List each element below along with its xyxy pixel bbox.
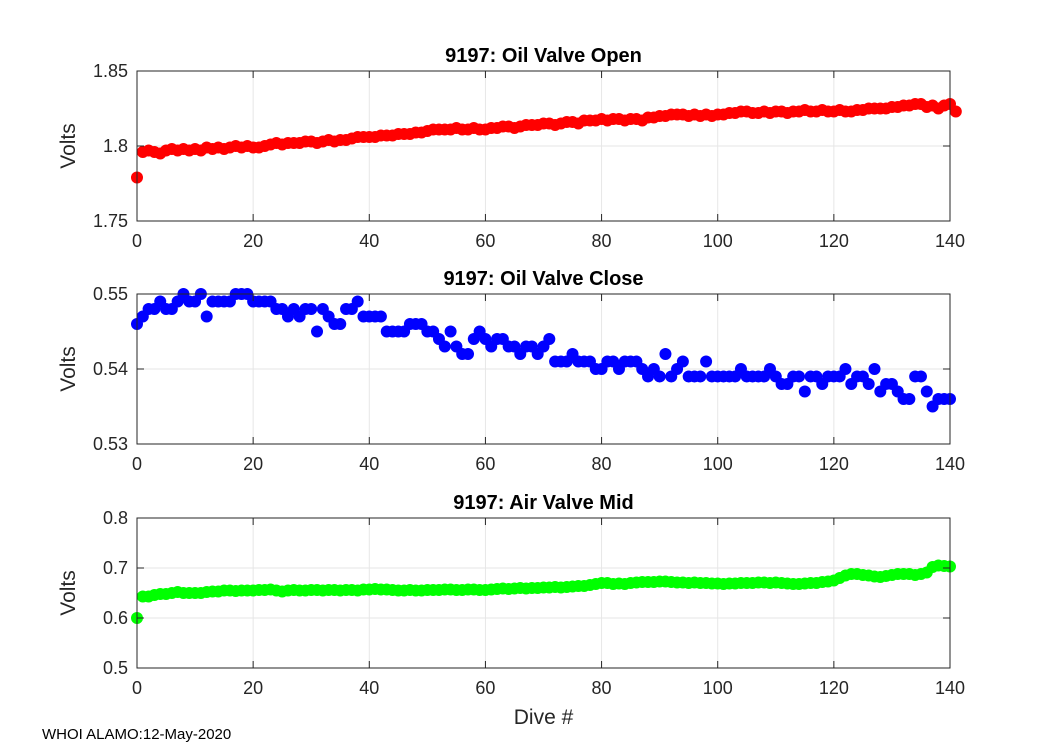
data-point	[351, 295, 364, 308]
data-point	[311, 325, 324, 338]
y-tick-label: 1.8	[103, 136, 128, 156]
x-tick-label: 140	[935, 454, 965, 474]
data-point	[653, 370, 666, 383]
x-tick-label: 120	[819, 231, 849, 251]
data-point	[676, 355, 689, 368]
data-point	[949, 105, 962, 118]
x-tick-label: 120	[819, 678, 849, 698]
y-axis-label: Volts	[57, 123, 80, 169]
x-tick-label: 80	[592, 678, 612, 698]
data-point	[374, 310, 387, 323]
data-point	[793, 370, 806, 383]
data-point	[862, 378, 875, 390]
x-tick-label: 20	[243, 678, 263, 698]
x-tick-label: 140	[935, 231, 965, 251]
y-axis-label: Volts	[57, 570, 80, 616]
data-point	[700, 355, 713, 368]
y-tick-label: 0.54	[93, 359, 128, 379]
y-tick-label: 0.55	[93, 284, 128, 304]
data-point	[920, 385, 933, 398]
x-axis-label: Dive #	[514, 706, 574, 729]
y-tick-label: 1.75	[93, 211, 128, 231]
data-point	[543, 333, 556, 345]
data-point	[694, 370, 707, 383]
data-point	[839, 363, 852, 375]
data-point	[438, 340, 451, 353]
x-tick-label: 60	[475, 678, 495, 698]
y-tick-label: 1.85	[93, 61, 128, 81]
data-point	[305, 303, 318, 315]
data-point	[798, 385, 811, 398]
data-point	[914, 370, 927, 383]
x-tick-label: 20	[243, 231, 263, 251]
y-tick-label: 0.8	[103, 508, 128, 528]
x-tick-label: 80	[592, 454, 612, 474]
x-tick-label: 0	[132, 454, 142, 474]
x-tick-label: 100	[703, 454, 733, 474]
panel-oil-valve-open: 0 20 40 60 80 100 120 140 1.75 1.8 1.85 9197: Oil V…	[57, 45, 965, 251]
x-tick-label: 60	[475, 231, 495, 251]
x-tick-label: 40	[359, 454, 379, 474]
data-point	[334, 318, 347, 330]
y-axis-label: Volts	[57, 346, 80, 392]
data-point	[868, 363, 881, 375]
chart-title: 9197: Air Valve Mid	[453, 492, 633, 514]
panel-air-valve-mid: 0 20 40 60 80 100 120 140 0.5 0.6 0.7 0.8 9197: Air …	[57, 492, 965, 729]
data-point	[462, 348, 475, 360]
x-tick-label: 20	[243, 454, 263, 474]
x-tick-label: 120	[819, 454, 849, 474]
data-point	[444, 325, 457, 338]
x-tick-label: 60	[475, 454, 495, 474]
data-point	[903, 393, 916, 405]
x-tick-label: 0	[132, 678, 142, 698]
chart-title: 9197: Oil Valve Close	[443, 268, 643, 290]
data-point	[659, 348, 672, 360]
x-tick-label: 140	[935, 678, 965, 698]
x-tick-label: 40	[359, 231, 379, 251]
x-tick-label: 100	[703, 231, 733, 251]
x-tick-label: 80	[592, 231, 612, 251]
axes-box	[136, 517, 951, 669]
x-tick-label: 40	[359, 678, 379, 698]
y-tick-label: 0.6	[103, 608, 128, 628]
chart-title: 9197: Oil Valve Open	[445, 45, 642, 67]
x-tick-label: 100	[703, 678, 733, 698]
y-tick-label: 0.53	[93, 434, 128, 454]
y-tick-label: 0.7	[103, 558, 128, 578]
footer-stamp: WHOI ALAMO:12-May-2020	[42, 726, 232, 743]
x-tick-label: 0	[132, 231, 142, 251]
y-tick-label: 0.5	[103, 658, 128, 678]
data-point	[200, 310, 213, 323]
panel-oil-valve-close: 0 20 40 60 80 100 120 140 0.53 0.54 0.55 9197: Oil …	[57, 268, 965, 474]
